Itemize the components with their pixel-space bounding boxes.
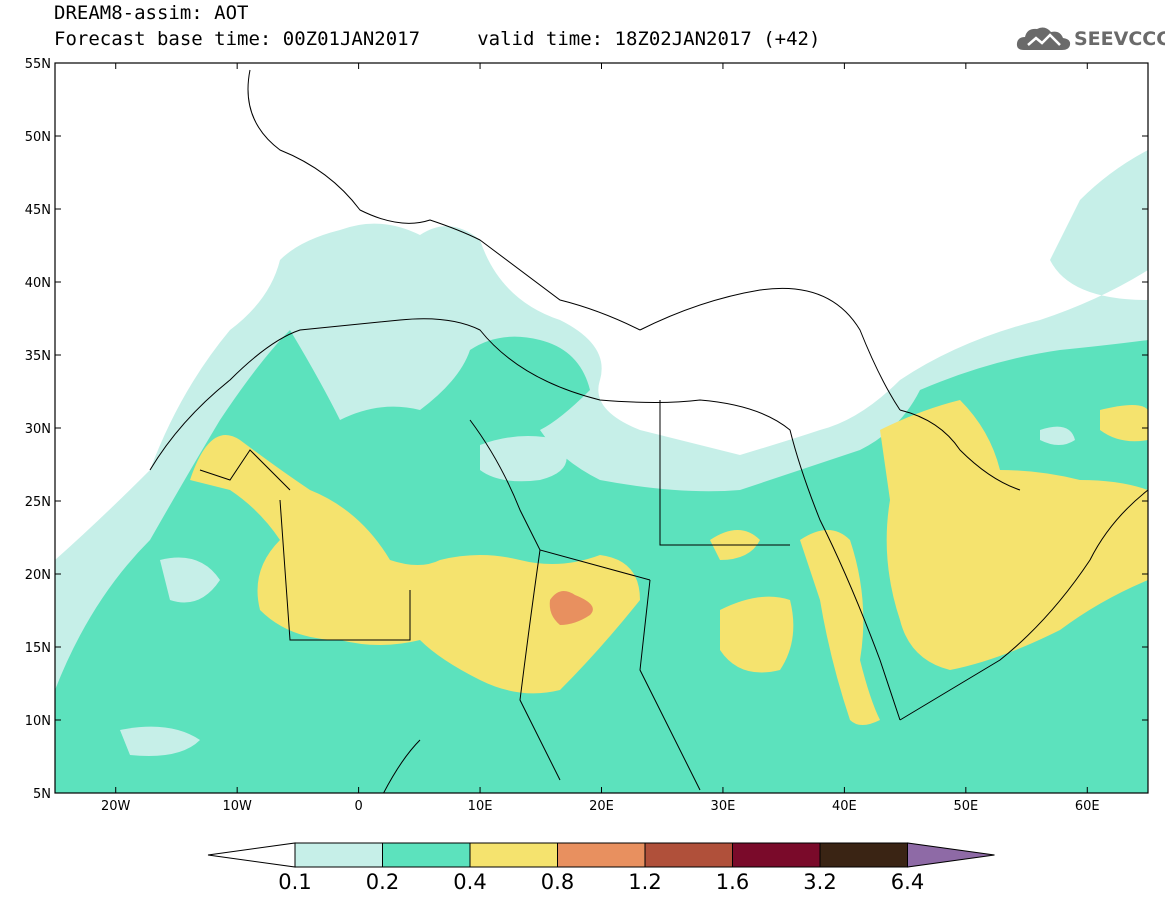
seevccc-logo: SEEVCCC bbox=[1016, 24, 1165, 56]
colorbar-label: 6.4 bbox=[890, 870, 925, 894]
lat-label: 30N bbox=[25, 422, 51, 437]
colorbar-label: 3.2 bbox=[803, 870, 837, 894]
colorbar-under-arrow bbox=[207, 842, 296, 868]
lat-label: 5N bbox=[33, 787, 51, 802]
lat-label: 55N bbox=[25, 57, 51, 72]
colorbar-label: 1.2 bbox=[628, 870, 662, 894]
lon-label: 60E bbox=[1075, 799, 1100, 814]
lat-label: 35N bbox=[25, 349, 51, 364]
aot-region-high bbox=[190, 435, 640, 694]
lon-label: 20E bbox=[589, 799, 614, 814]
lat-label: 50N bbox=[25, 130, 51, 145]
colorbar-label: 0.4 bbox=[453, 870, 487, 894]
lon-label: 50E bbox=[953, 799, 978, 814]
colorbar-over-arrow bbox=[907, 842, 995, 868]
colorbar-label: 0.1 bbox=[278, 870, 312, 894]
colorbar-segment bbox=[382, 842, 471, 868]
lat-label: 15N bbox=[25, 641, 51, 656]
cloud-icon bbox=[1016, 27, 1071, 50]
lon-label: 0 bbox=[354, 799, 362, 814]
lat-label: 45N bbox=[25, 203, 51, 218]
colorbar bbox=[207, 842, 995, 868]
lon-label: 30E bbox=[711, 799, 736, 814]
colorbar-segment bbox=[644, 842, 733, 868]
aot-region-peak bbox=[549, 591, 593, 625]
forecast-time-line: Forecast base time: 00Z01JAN2017 valid t… bbox=[54, 28, 821, 50]
lon-label: 40E bbox=[832, 799, 857, 814]
lon-label: 20W bbox=[101, 799, 131, 814]
lat-label: 25N bbox=[25, 495, 51, 510]
colorbar-segment bbox=[819, 842, 908, 868]
lat-label: 20N bbox=[25, 568, 51, 583]
colorbar-segment bbox=[294, 842, 383, 868]
colorbar-segment bbox=[557, 842, 646, 868]
colorbar-segment bbox=[732, 842, 821, 868]
map-title: DREAM8-assim: AOT bbox=[54, 2, 249, 24]
logo-text: SEEVCCC bbox=[1074, 28, 1165, 50]
lon-label: 10W bbox=[222, 799, 252, 814]
lat-label: 10N bbox=[25, 714, 51, 729]
colorbar-label: 0.8 bbox=[540, 870, 575, 894]
colorbar-label: 1.6 bbox=[715, 870, 750, 894]
longitude-labels: 20W 10W 0 10E 20E 30E 40E 50E 60E bbox=[101, 63, 1100, 814]
aot-field bbox=[55, 63, 1148, 793]
colorbar-label: 0.2 bbox=[365, 870, 400, 894]
latitude-labels: 55N 50N 45N 40N 35N 30N 25N 20N 15N 10N 5N bbox=[25, 57, 1148, 802]
colorbar-segment bbox=[469, 842, 558, 868]
lat-label: 40N bbox=[25, 276, 51, 291]
lon-label: 10E bbox=[468, 799, 493, 814]
